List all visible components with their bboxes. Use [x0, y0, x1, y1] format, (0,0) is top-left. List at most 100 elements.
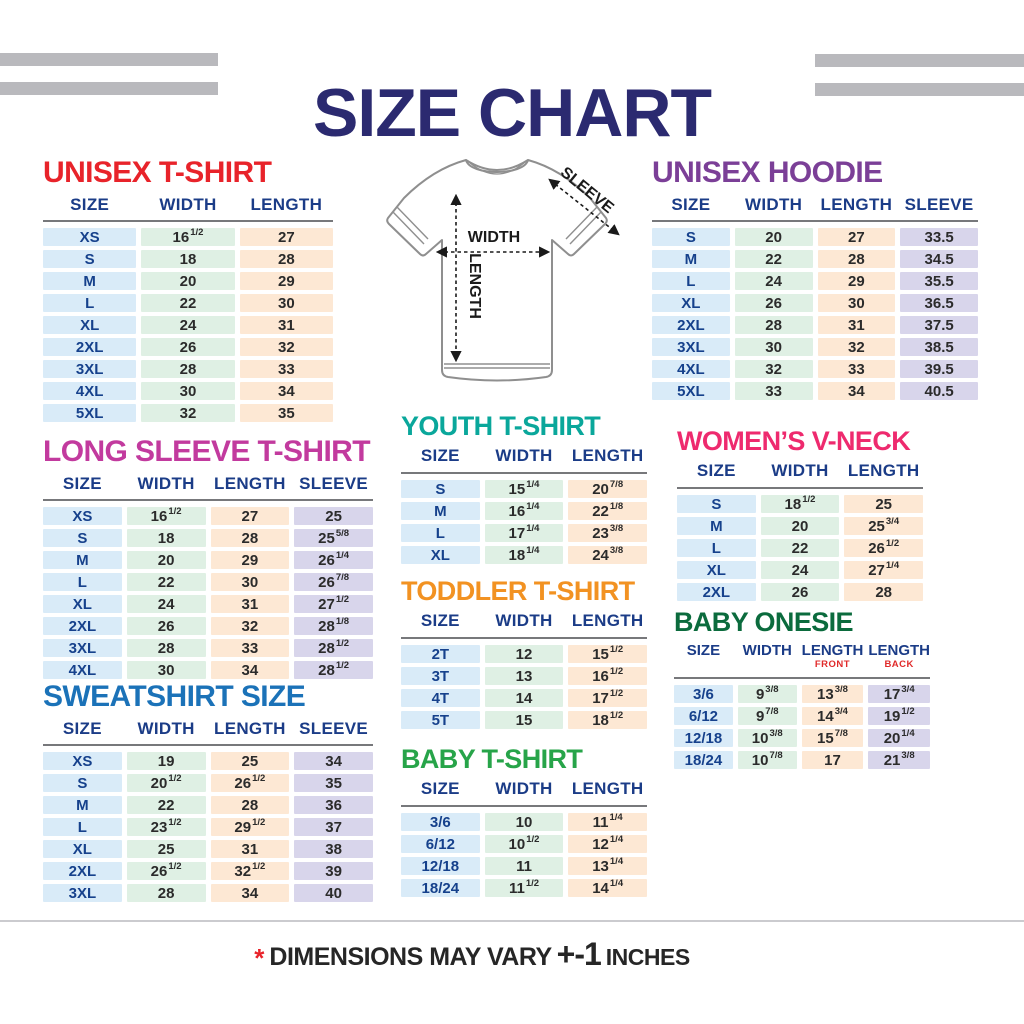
header-underline — [43, 220, 333, 223]
collar-line — [465, 159, 529, 171]
table-heading: WOMEN’S V-NECK — [677, 426, 911, 456]
value-cell: 28 1/2 — [294, 638, 373, 658]
size-cell: XL — [652, 294, 730, 313]
table-heading: BABY T-SHIRT — [401, 744, 583, 774]
value-cell: 32 — [817, 338, 896, 357]
value-cell: 27 1/4 — [844, 560, 923, 580]
value-cell: 30 — [734, 338, 813, 357]
fraction-superscript: 1/2 — [252, 773, 266, 785]
value-cell: 26 1/2 — [126, 861, 206, 881]
column-header: WIDTH — [742, 642, 792, 660]
value-cell: 32 1/2 — [210, 861, 290, 881]
value-cell: 29 1/2 — [210, 817, 290, 837]
column-header: LENGTH — [214, 718, 286, 738]
fraction-superscript: 1/2 — [609, 644, 624, 656]
value-cell: 37.5 — [900, 316, 978, 335]
size-cell: XL — [677, 561, 756, 580]
fraction-superscript: 1/4 — [901, 728, 915, 740]
value-cell: 26 1/2 — [844, 538, 923, 558]
value-cell: 30 — [141, 382, 235, 401]
size-cell: 4XL — [43, 382, 137, 401]
sleeve-arrow — [548, 178, 620, 236]
fraction-superscript: 1/2 — [901, 706, 915, 718]
size-cell: 3T — [401, 667, 480, 686]
value-cell: 25 5/8 — [294, 528, 373, 548]
value-cell: 20 — [760, 517, 840, 536]
column-header: LENGTH — [250, 194, 323, 214]
footer-asterisk: * — [254, 943, 265, 973]
size-cell: S — [43, 774, 122, 793]
value-cell: 15 — [484, 711, 564, 730]
value-cell: 16 1/2 — [141, 227, 235, 247]
fraction-superscript: 3/4 — [901, 684, 915, 696]
header-underline — [401, 637, 647, 640]
column-header: SIZE — [420, 611, 460, 631]
value-cell: 26 — [126, 617, 206, 636]
column-header: LENGTH FRONT — [801, 642, 864, 671]
footer-unit: INCHES — [605, 944, 690, 970]
value-cell: 22 — [760, 539, 840, 558]
size-cell: M — [652, 250, 730, 269]
header-underline — [401, 805, 647, 808]
value-cell: 20 1/4 — [868, 728, 930, 748]
value-cell: 13 1/4 — [568, 856, 647, 876]
fraction-superscript: 1/2 — [609, 688, 624, 700]
header-underline — [652, 220, 978, 223]
fraction-superscript: 3/8 — [769, 728, 783, 740]
length-arrow-label: LENGTH — [466, 253, 483, 319]
value-cell: 39 — [294, 862, 373, 881]
footer-divider — [0, 920, 1024, 922]
size-cell: 4T — [401, 689, 480, 708]
header-underline — [677, 487, 923, 490]
value-cell: 31 — [210, 595, 290, 614]
size-cell: 2XL — [652, 316, 730, 335]
value-cell: 28 — [734, 316, 813, 335]
value-cell: 24 — [141, 316, 235, 335]
value-cell: 20 7/8 — [568, 479, 647, 499]
fraction-superscript: 1/4 — [526, 501, 540, 513]
value-cell: 29 — [239, 272, 333, 291]
fraction-superscript: 7/8 — [769, 750, 783, 762]
footer-text: DIMENSIONS MAY VARY — [269, 943, 552, 971]
fraction-superscript: 1/2 — [335, 594, 350, 606]
value-cell: 27 — [210, 507, 290, 526]
header-underline — [401, 472, 647, 475]
column-header: WIDTH — [137, 718, 195, 738]
fraction-superscript: 1/8 — [609, 501, 624, 513]
header-underline — [674, 677, 930, 680]
table-heading: UNISEX T-SHIRT — [43, 156, 272, 189]
value-cell: 26 1/4 — [294, 550, 373, 570]
size-cell: 12/18 — [401, 857, 480, 876]
value-cell: 18 — [141, 250, 235, 269]
value-cell: 17 — [801, 751, 864, 770]
value-cell: 16 1/4 — [484, 501, 564, 521]
fraction-superscript: 1/2 — [252, 817, 266, 829]
size-grid: SIZE WIDTH LENGTH SLEEVE S 20 27 33.5 M 22 28 34.5 L… — [652, 194, 978, 401]
size-cell: 6/12 — [401, 835, 480, 854]
value-cell: 24 — [760, 561, 840, 580]
value-cell: 24 — [734, 272, 813, 291]
value-cell: 22 — [126, 796, 206, 815]
fraction-superscript: 7/8 — [765, 706, 779, 718]
fraction-superscript: 1/4 — [526, 479, 540, 491]
value-cell: 14 3/4 — [801, 706, 864, 726]
value-cell: 34 — [210, 661, 290, 680]
size-cell: L — [43, 573, 122, 592]
column-header: SIZE — [671, 194, 711, 214]
value-cell: 40.5 — [900, 382, 978, 401]
table-heading: LONG SLEEVE T-SHIRT — [43, 435, 371, 468]
column-header: SLEEVE — [904, 194, 974, 214]
size-grid: SIZE WIDTH LENGTH S 15 1/4 20 7/8 M 16 1/4 22 1/8 L 17… — [401, 445, 647, 565]
header-underline — [43, 499, 373, 502]
column-header: SLEEVE — [299, 718, 369, 738]
column-header: SLEEVE — [299, 473, 369, 493]
size-grid: SIZE WIDTH LENGTH S 18 1/2 25 M 20 25 3/4 L 22 26 1/2 X… — [677, 460, 923, 602]
size-cell: 5XL — [652, 382, 730, 401]
fraction-superscript: 3/8 — [901, 750, 915, 762]
value-cell: 20 — [734, 228, 813, 247]
fraction-superscript: 1/4 — [609, 856, 624, 868]
value-cell: 17 1/2 — [568, 688, 647, 708]
tshirt-measurement-diagram: WIDTH LENGTH SLEEVE — [378, 146, 642, 400]
size-cell: 2XL — [43, 862, 122, 881]
size-cell: L — [677, 539, 756, 558]
